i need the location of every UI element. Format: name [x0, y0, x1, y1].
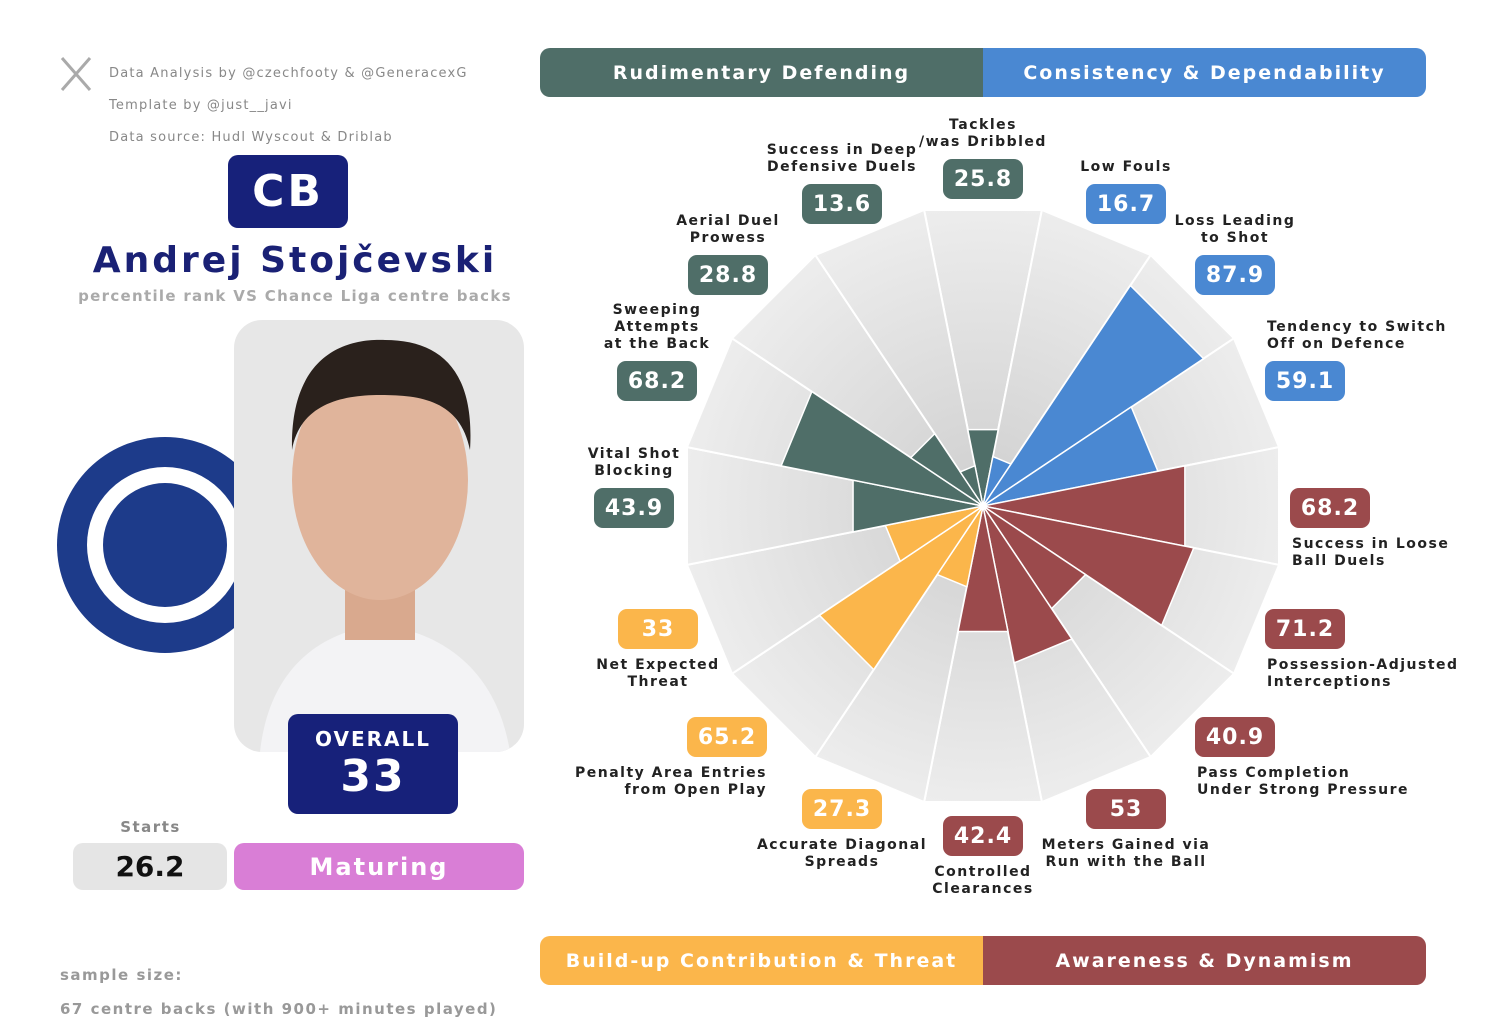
- category-label: Meters Gained via Run with the Ball: [1041, 837, 1211, 870]
- value-label: 71.2: [1265, 609, 1345, 649]
- category-label: Tackles /was Dribbled: [919, 117, 1047, 150]
- category-label: Possession-Adjusted Interceptions: [1267, 657, 1459, 690]
- overall-box: OVERALL 33: [288, 714, 458, 814]
- position-badge: CB: [228, 155, 348, 228]
- value-label: 68.2: [617, 361, 697, 401]
- sample-size: sample size: 67 centre backs (with 900+ …: [60, 950, 497, 1035]
- group-header: Consistency & Dependability: [983, 48, 1426, 97]
- credit-line: Data source: Hudl Wyscout & Driblab: [109, 130, 393, 145]
- category-label: Aerial Duel Prowess: [676, 213, 780, 246]
- category-label: Penalty Area Entries from Open Play: [575, 765, 767, 798]
- category-label: Pass Completion Under Strong Pressure: [1197, 765, 1409, 798]
- category-label: Controlled Clearances: [932, 864, 1034, 897]
- value-label: 68.2: [1290, 488, 1370, 528]
- value-label: 16.7: [1086, 184, 1166, 224]
- starts-value: 26.2: [73, 843, 227, 890]
- value-label: 13.6: [802, 184, 882, 224]
- credit-line: Template by @just__javi: [109, 98, 293, 113]
- category-label: Loss Leading to Shot: [1174, 213, 1296, 246]
- starts-label: Starts: [120, 818, 181, 836]
- value-label: 33: [618, 609, 698, 649]
- category-label: Sweeping Attempts at the Back: [603, 302, 711, 352]
- category-label: Net Expected Threat: [596, 657, 720, 690]
- category-label: Vital Shot Blocking: [587, 446, 681, 479]
- category-label: Tendency to Switch Off on Defence: [1267, 319, 1447, 352]
- sample-title: sample size:: [60, 966, 183, 984]
- value-label: 43.9: [594, 488, 674, 528]
- wedge: [909, 432, 984, 507]
- value-label: 53: [1086, 789, 1166, 829]
- category-label: Success in Loose Ball Duels: [1292, 536, 1450, 569]
- player-photo: [234, 320, 524, 752]
- group-header: Awareness & Dynamism: [983, 936, 1426, 985]
- value-label: 25.8: [943, 159, 1023, 199]
- category-label: Accurate Diagonal Spreads: [756, 837, 928, 870]
- value-label: 65.2: [687, 717, 767, 757]
- wedge: [959, 464, 984, 507]
- category-label: Low Fouls: [1080, 159, 1172, 175]
- value-label: 40.9: [1195, 717, 1275, 757]
- club-logo: [57, 437, 273, 653]
- category-label: Success in Deep Defensive Duels: [766, 142, 918, 175]
- credit-line: Data Analysis by @czechfooty & @Generace…: [109, 66, 468, 81]
- wedge: [780, 390, 984, 507]
- player-name: Andrej Stojčevski: [92, 240, 498, 281]
- subtitle: percentile rank VS Chance Liga centre ba…: [78, 287, 512, 305]
- value-label: 42.4: [943, 816, 1023, 856]
- value-label: 59.1: [1265, 361, 1345, 401]
- credits: Data Analysis by @czechfooty & @Generace…: [109, 50, 468, 162]
- group-header: Rudimentary Defending: [540, 48, 983, 97]
- status: Maturing: [234, 843, 524, 890]
- value-label: 27.3: [802, 789, 882, 829]
- value-label: 28.8: [688, 255, 768, 295]
- sample-text: 67 centre backs (with 900+ minutes playe…: [60, 1000, 498, 1018]
- value-label: 87.9: [1195, 255, 1275, 295]
- background-slice: [813, 208, 984, 507]
- overall-value: 33: [340, 750, 406, 802]
- x-logo: [60, 57, 92, 91]
- overall-label: OVERALL: [315, 726, 431, 751]
- group-header: Build-up Contribution & Threat: [540, 936, 983, 985]
